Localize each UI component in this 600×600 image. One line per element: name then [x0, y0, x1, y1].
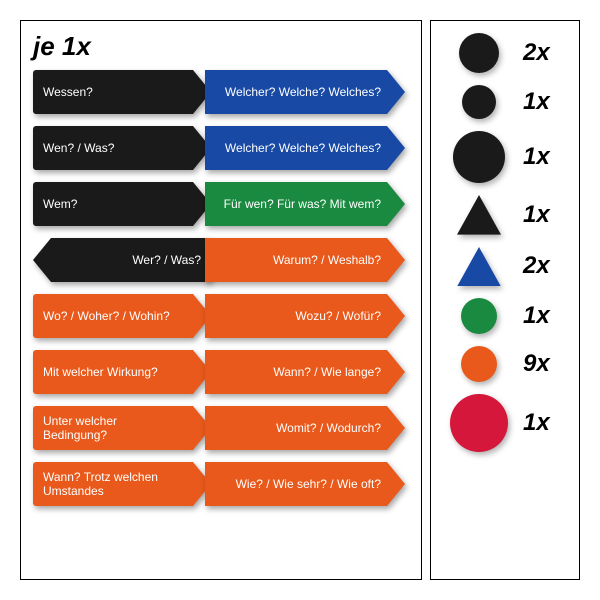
arrow-left: Wer? / Was? — [33, 238, 211, 282]
legend-count: 2x — [523, 252, 563, 280]
legend-count: 9x — [523, 350, 563, 378]
arrow-tip-icon — [387, 406, 405, 450]
arrow-row: Wessen? Welcher? Welche? Welches? — [33, 70, 409, 114]
arrow-rows: Wessen?Welcher? Welche? Welches?Wen? / W… — [33, 70, 409, 506]
arrow-label: Womit? / Wodurch? — [205, 406, 387, 450]
arrow-label: Wessen? — [33, 70, 193, 114]
legend-row: 1x — [439, 85, 571, 119]
arrow-right: Womit? / Wodurch? — [205, 406, 405, 450]
arrow-tip-icon — [387, 238, 405, 282]
arrow-tip-icon — [387, 350, 405, 394]
arrow-label: Wer? / Was? — [51, 238, 211, 282]
legend-row: 1x — [439, 394, 571, 452]
legend-count: 1x — [523, 201, 563, 229]
legend-row: 1x — [439, 195, 571, 235]
arrow-right: Welcher? Welche? Welches? — [205, 126, 405, 170]
arrow-left: Wen? / Was? — [33, 126, 211, 170]
arrow-row: Wann? Trotz welchen Umstandes Wie? / Wie … — [33, 462, 409, 506]
arrow-row: Wem? Für wen? Für was? Mit wem? — [33, 182, 409, 226]
legend-panel: 2x 1x 1x 1x 2x 1x 9x 1x — [430, 20, 580, 580]
arrow-left: Wem? — [33, 182, 211, 226]
arrow-tip-icon — [387, 462, 405, 506]
arrow-label: Warum? / Weshalb? — [205, 238, 387, 282]
arrow-right: Warum? / Weshalb? — [205, 238, 405, 282]
circle-icon — [447, 394, 511, 452]
arrow-label: Unter welcher Bedingung? — [33, 406, 193, 450]
arrow-label: Wozu? / Wofür? — [205, 294, 387, 338]
arrow-label: Welcher? Welche? Welches? — [205, 126, 387, 170]
arrows-panel: je 1x Wessen?Welcher? Welche? Welches?We… — [20, 20, 422, 580]
legend-row: 9x — [439, 346, 571, 382]
legend-count: 1x — [523, 88, 563, 116]
legend-row: 1x — [439, 131, 571, 183]
arrow-label: Mit welcher Wirkung? — [33, 350, 193, 394]
heading: je 1x — [33, 31, 409, 62]
arrow-row: Wer? / Was?Warum? / Weshalb? — [33, 238, 409, 282]
arrow-row: Mit welcher Wirkung? Wann? / Wie lange? — [33, 350, 409, 394]
triangle-icon — [447, 247, 511, 287]
arrow-right: Welcher? Welche? Welches? — [205, 70, 405, 114]
legend-count: 1x — [523, 143, 563, 171]
triangle-icon — [447, 195, 511, 235]
arrow-right: Wie? / Wie sehr? / Wie oft? — [205, 462, 405, 506]
arrow-tip-icon — [33, 238, 51, 282]
legend-row: 1x — [439, 298, 571, 334]
circle-icon — [447, 131, 511, 183]
arrow-label: Wie? / Wie sehr? / Wie oft? — [205, 462, 387, 506]
arrow-label: Wem? — [33, 182, 193, 226]
arrow-label: Wo? / Woher? / Wohin? — [33, 294, 193, 338]
circle-icon — [447, 85, 511, 119]
legend-row: 2x — [439, 247, 571, 287]
arrow-right: Für wen? Für was? Mit wem? — [205, 182, 405, 226]
arrow-left: Wessen? — [33, 70, 211, 114]
arrow-right: Wann? / Wie lange? — [205, 350, 405, 394]
arrow-label: Wann? / Wie lange? — [205, 350, 387, 394]
arrow-tip-icon — [387, 126, 405, 170]
legend-count: 1x — [523, 302, 563, 330]
arrow-row: Wo? / Woher? / Wohin? Wozu? / Wofür? — [33, 294, 409, 338]
arrow-tip-icon — [387, 70, 405, 114]
circle-icon — [447, 346, 511, 382]
arrow-tip-icon — [387, 294, 405, 338]
circle-icon — [447, 33, 511, 73]
legend-count: 1x — [523, 409, 563, 437]
arrow-left: Wann? Trotz welchen Umstandes — [33, 462, 211, 506]
arrow-left: Unter welcher Bedingung? — [33, 406, 211, 450]
arrow-left: Mit welcher Wirkung? — [33, 350, 211, 394]
arrow-label: Für wen? Für was? Mit wem? — [205, 182, 387, 226]
arrow-right: Wozu? / Wofür? — [205, 294, 405, 338]
arrow-label: Wann? Trotz welchen Umstandes — [33, 462, 193, 506]
legend-count: 2x — [523, 39, 563, 67]
arrow-label: Wen? / Was? — [33, 126, 193, 170]
arrow-label: Welcher? Welche? Welches? — [205, 70, 387, 114]
arrow-row: Unter welcher Bedingung? Womit? / Wodurch… — [33, 406, 409, 450]
arrow-left: Wo? / Woher? / Wohin? — [33, 294, 211, 338]
legend-row: 2x — [439, 33, 571, 73]
arrow-row: Wen? / Was? Welcher? Welche? Welches? — [33, 126, 409, 170]
circle-icon — [447, 298, 511, 334]
arrow-tip-icon — [387, 182, 405, 226]
